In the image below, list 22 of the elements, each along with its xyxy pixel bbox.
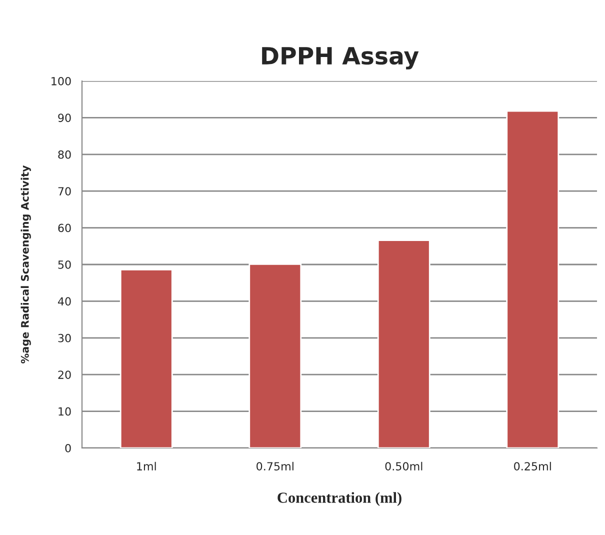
y-tick-label: 50 bbox=[58, 260, 71, 269]
bar bbox=[506, 110, 560, 448]
x-axis-title: Concentration (ml) bbox=[278, 492, 402, 506]
y-axis-title: %age Radical Scavenging Activity bbox=[20, 165, 31, 364]
x-tick-label: 0.25ml bbox=[514, 462, 551, 470]
bar bbox=[120, 268, 173, 448]
chart-title: DPPH Assay bbox=[262, 47, 419, 70]
x-tick-label: 0.75ml bbox=[256, 462, 294, 470]
x-tick-label: 1ml bbox=[137, 462, 156, 470]
bar bbox=[377, 240, 430, 448]
y-tick-label: 20 bbox=[58, 370, 71, 379]
y-tick-label: 10 bbox=[58, 407, 71, 416]
x-tick-label: 0.50ml bbox=[385, 462, 422, 470]
y-tick-label: 40 bbox=[58, 297, 71, 306]
y-tick-label: 90 bbox=[58, 114, 71, 122]
y-tick-label: 70 bbox=[58, 187, 71, 196]
y-tick-label: 80 bbox=[58, 150, 71, 159]
y-tick-label: 60 bbox=[58, 224, 71, 232]
y-tick-label: 0 bbox=[65, 444, 71, 452]
y-tick-label: 30 bbox=[58, 334, 71, 342]
bar bbox=[248, 263, 302, 448]
y-tick-label: 100 bbox=[52, 76, 71, 86]
